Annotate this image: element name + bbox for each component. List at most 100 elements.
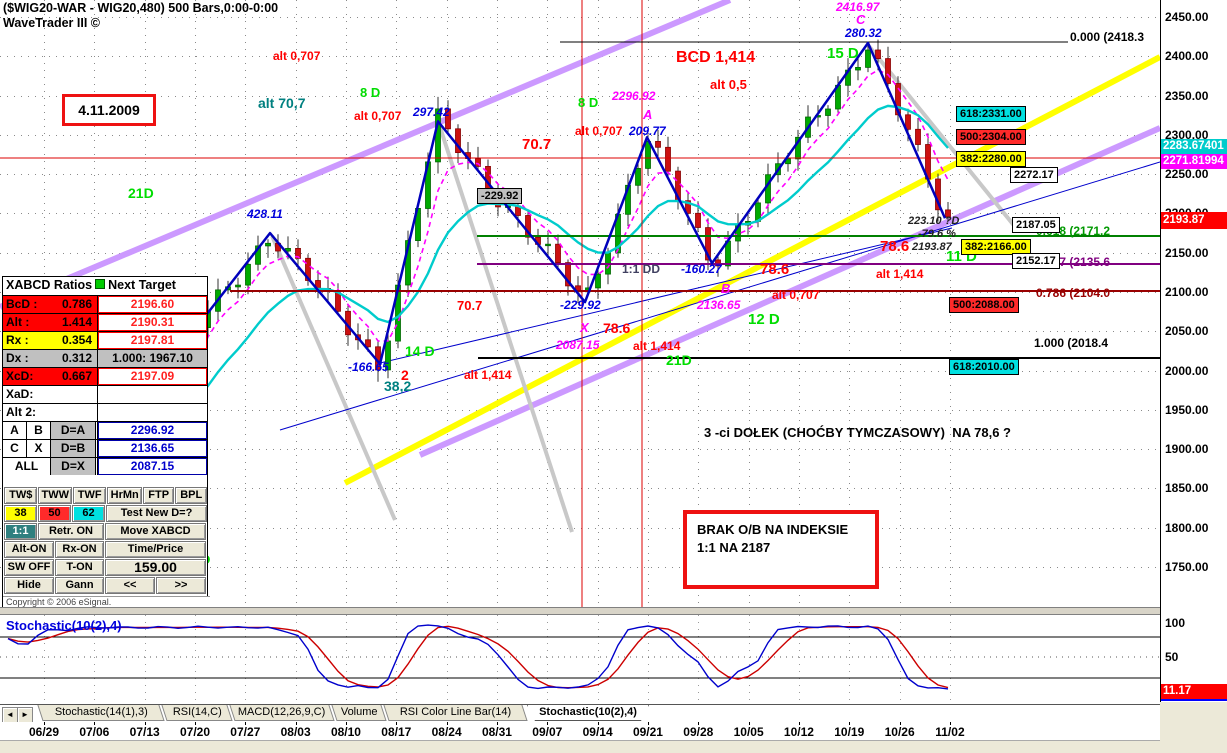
x-axis-tick <box>194 722 196 725</box>
annotation: alt 0,707 <box>575 124 623 138</box>
target-price-label[interactable]: 618:2010.00 <box>949 359 1019 375</box>
panel-button-ftp[interactable]: FTP <box>142 487 175 504</box>
panel-button-move-xabcd[interactable]: Move XABCD <box>105 523 206 540</box>
ratio-cell: Rx :0.354 <box>3 332 98 349</box>
annotation: 14 D <box>405 343 435 359</box>
y-axis-label: 1850.00 <box>1165 481 1209 496</box>
target-price-label[interactable]: 500:2088.00 <box>949 297 1019 313</box>
point-button[interactable]: X <box>27 440 51 457</box>
alert-note-line1: BRAK O/B NA INDEKSIE <box>697 522 849 537</box>
v-gridline <box>899 0 901 607</box>
target-price-label[interactable]: 2187.05 <box>1012 217 1060 233</box>
y-axis-label: 1750.00 <box>1165 560 1209 574</box>
panel-button-bpl[interactable]: BPL <box>175 487 207 504</box>
x-axis-tick <box>547 722 549 725</box>
v-gridline <box>798 615 800 704</box>
copyright: Copyright © 2006 eSignal. <box>3 596 210 607</box>
panel-button-50[interactable]: 50 <box>38 505 71 522</box>
app-name: WaveTrader III © <box>3 16 100 30</box>
v-gridline <box>446 615 448 704</box>
point-button[interactable]: B <box>27 422 51 439</box>
stoch-value-badge: 11.17 <box>1161 684 1227 701</box>
annotation: 2136.65 <box>697 298 741 312</box>
tab-scroll-left-icon[interactable]: ◄ <box>2 707 18 723</box>
panel-button--[interactable]: >> <box>156 577 206 594</box>
annotation: alt 1,414 <box>464 368 512 382</box>
point-button[interactable]: ALL <box>3 458 51 475</box>
v-gridline <box>698 615 700 704</box>
price-value-badge: 2283.67401 <box>1161 139 1227 154</box>
point-cells: ALL D=X <box>3 458 98 475</box>
x-axis-tick <box>949 722 951 725</box>
tab-stochastic-14-1-3-[interactable]: Stochastic(14(1),3) <box>37 705 165 721</box>
panel-button-62[interactable]: 62 <box>72 505 105 522</box>
annotation: 15 D <box>827 45 859 62</box>
tab-rsi-color-line-bar-14-[interactable]: RSI Color Line Bar(14) <box>383 705 528 721</box>
panel-button-sw-off[interactable]: SW OFF <box>4 559 54 576</box>
panel-button-tw-[interactable]: TW$ <box>4 487 38 504</box>
panel-button-alt-on[interactable]: Alt-ON <box>4 541 54 558</box>
h-gridline <box>0 409 1160 411</box>
price-value-badge: 2271.81994 <box>1161 154 1227 169</box>
panel-button-twf[interactable]: TWF <box>72 487 107 504</box>
target-price-label[interactable]: 2272.17 <box>1010 167 1058 183</box>
ratio-cell: Dx :0.312 <box>3 350 98 367</box>
x-axis-tick <box>647 722 649 725</box>
point-button[interactable]: D=A <box>51 422 96 439</box>
panel-button-tww[interactable]: TWW <box>38 487 72 504</box>
target-price-label[interactable]: -229.92 <box>477 188 523 204</box>
table-row: ALL D=X 2087.15 <box>3 457 207 475</box>
h-gridline <box>0 56 1160 58</box>
y-axis-label: 2000.00 <box>1165 363 1209 378</box>
x-axis-label: 06/29 <box>28 725 60 739</box>
panel-splitter[interactable] <box>0 607 1160 615</box>
tab-volume[interactable]: Volume <box>331 705 387 721</box>
panel-button-time-price[interactable]: Time/Price <box>105 541 206 558</box>
panel-button-test-new-d-[interactable]: Test New D=? <box>106 505 207 522</box>
target-price-label[interactable]: 618:2331.00 <box>956 106 1026 122</box>
point-button[interactable]: D=B <box>51 440 96 457</box>
point-button[interactable]: C <box>3 440 27 457</box>
annotation: X <box>580 320 589 335</box>
annotation: A <box>643 107 653 122</box>
panel-button-retr-on[interactable]: Retr. ON <box>38 523 104 540</box>
target-price-label[interactable]: 500:2304.00 <box>956 129 1026 145</box>
tab-macd-12-26-9-c-[interactable]: MACD(12,26,9,C) <box>229 705 335 721</box>
panel-button-hrmn[interactable]: HrMn <box>107 487 142 504</box>
v-gridline <box>899 615 901 704</box>
x-axis-label: 07/13 <box>129 725 160 739</box>
target-price-label[interactable]: 382:2166.00 <box>961 239 1031 255</box>
annotation: -160.27 <box>681 262 722 276</box>
tab-scroll-right-icon[interactable]: ► <box>17 707 33 723</box>
target-value-cell: 2197.09 <box>98 368 207 385</box>
panel-button--[interactable]: << <box>105 577 155 594</box>
panel-button-gann[interactable]: Gann <box>55 577 104 594</box>
target-price-label[interactable]: 382:2280.00 <box>956 151 1026 167</box>
x-axis-label: 07/06 <box>79 725 110 739</box>
panel-button-hide[interactable]: Hide <box>4 577 54 594</box>
y-axis-label: 2150.00 <box>1165 245 1209 260</box>
panel-button-159-00[interactable]: 159.00 <box>105 559 206 576</box>
panel-button-rx-on[interactable]: Rx-ON <box>55 541 104 558</box>
table-row: XaD: <box>3 385 207 403</box>
tab-stochastic-10-2-4-[interactable]: Stochastic(10(2),4) <box>527 705 649 721</box>
tab-rsi-14-c-[interactable]: RSI(14,C) <box>161 705 233 721</box>
point-button[interactable]: D=X <box>51 458 96 475</box>
panel-button-1-1[interactable]: 1:1 <box>4 523 37 540</box>
h-gridline <box>0 17 1160 18</box>
panel-button-38[interactable]: 38 <box>4 505 37 522</box>
button-row: TW$ TWW TWF HrMn FTP BPL <box>4 487 208 504</box>
annotation: 8 D <box>360 85 381 100</box>
target-value-cell: 2190.31 <box>98 314 207 331</box>
x-axis-label: 10/05 <box>733 725 764 739</box>
annotation: 70.7 <box>457 298 483 313</box>
panel-button-t-on[interactable]: T-ON <box>55 559 104 576</box>
button-row: Alt-ON Rx-ON Time/Price <box>4 541 208 558</box>
v-gridline <box>849 615 851 704</box>
v-gridline <box>597 615 599 704</box>
h-gridline <box>0 252 1160 254</box>
point-button[interactable]: A <box>3 422 27 439</box>
price-value-badge: 2193.87 <box>1161 212 1227 229</box>
target-price-label[interactable]: 2152.17 <box>1012 253 1060 269</box>
target-value-cell: 1.000: 1967.10 <box>98 350 207 367</box>
